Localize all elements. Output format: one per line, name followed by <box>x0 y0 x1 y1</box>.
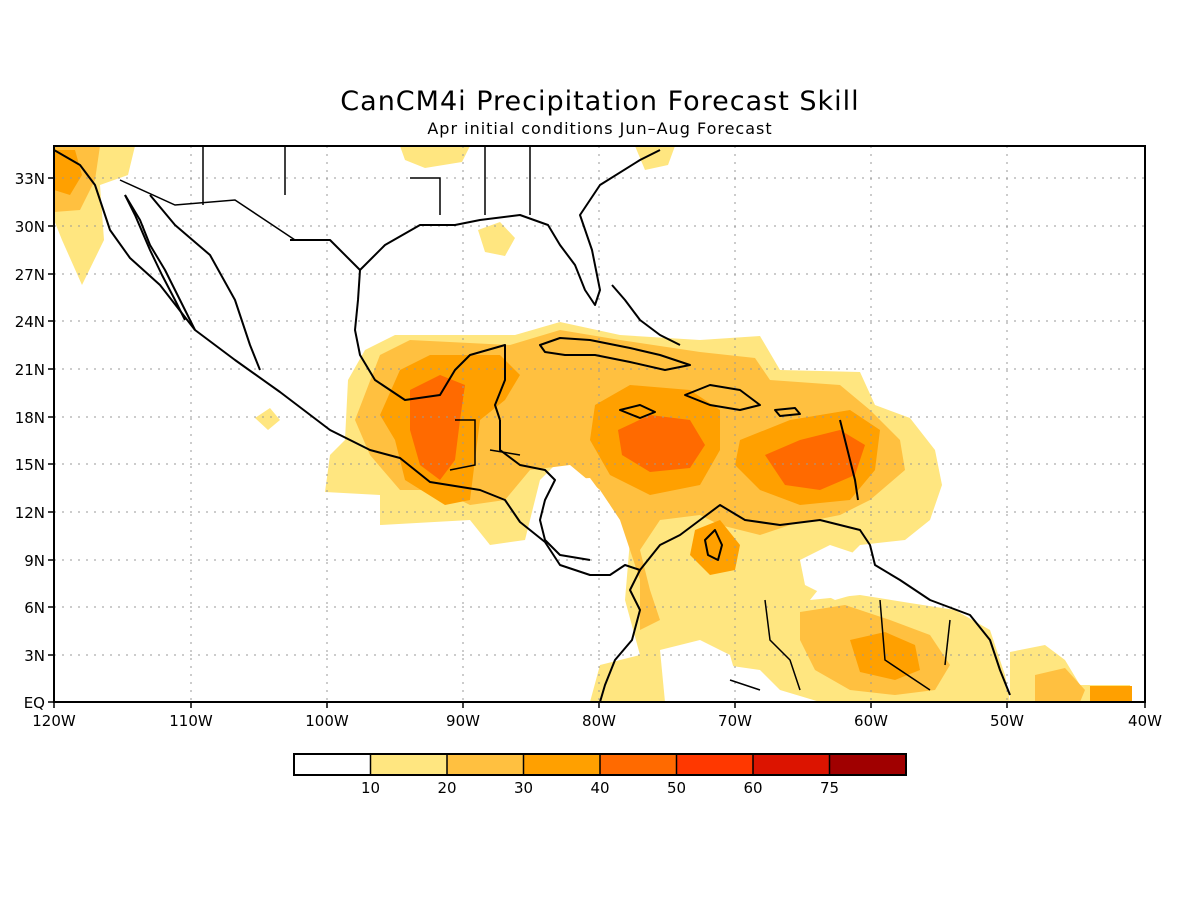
skill-shading <box>54 146 1132 702</box>
colorbar-segment-2 <box>447 754 524 775</box>
colorbar-segment-0 <box>294 754 371 775</box>
colorbar-segment-6 <box>753 754 830 775</box>
skill-region-east-40 <box>765 430 865 490</box>
country-borders <box>119 146 951 691</box>
lon-label-50w: 50W <box>990 712 1024 730</box>
tick-marks <box>48 177 1146 708</box>
lon-label-60w: 60W <box>854 712 888 730</box>
colorbar-segment-4 <box>600 754 677 775</box>
lon-label-80w: 80W <box>582 712 616 730</box>
skill-region-venez-30 <box>690 520 740 575</box>
lon-label-40w: 40W <box>1128 712 1162 730</box>
lon-label-70w: 70W <box>718 712 752 730</box>
skill-region-carib-40 <box>618 415 705 472</box>
lat-label-12n: 12N <box>15 504 45 522</box>
lat-label-3n: 3N <box>24 647 45 665</box>
skill-region-top1 <box>400 146 470 168</box>
lon-label-120w: 120W <box>32 712 76 730</box>
lat-label-21n: 21N <box>15 361 45 379</box>
skill-region-se-20 <box>1035 668 1085 702</box>
lon-label-100w: 100W <box>305 712 349 730</box>
lat-label-24n: 24N <box>15 313 45 331</box>
lon-label-90w: 90W <box>446 712 480 730</box>
skill-region-pac-small <box>255 408 280 430</box>
graticule <box>54 146 1145 702</box>
colorbar-labels: 10 20 30 40 50 60 75 <box>361 779 839 797</box>
lon-tick-labels: 120W 110W 100W 90W 80W 70W 60W 50W 40W <box>32 712 1162 730</box>
colorbar-segment-1 <box>370 754 447 775</box>
colorbar: 10 20 30 40 50 60 75 <box>293 753 907 797</box>
colorbar-label-20: 20 <box>437 779 456 797</box>
lat-label-33n: 33N <box>15 170 45 188</box>
skill-hole-sa2 <box>800 545 870 600</box>
colorbar-label-10: 10 <box>361 779 380 797</box>
lat-label-15n: 15N <box>15 456 45 474</box>
lat-label-6n: 6N <box>24 599 45 617</box>
coastlines <box>54 149 1011 702</box>
colorbar-label-75: 75 <box>820 779 839 797</box>
colorbar-label-40: 40 <box>590 779 609 797</box>
colorbar-segment-5 <box>676 754 753 775</box>
skill-region-yucatan-40 <box>410 375 465 480</box>
skill-region-gulf <box>478 222 515 256</box>
colorbar-label-30: 30 <box>514 779 533 797</box>
lat-label-27n: 27N <box>15 266 45 284</box>
colorbar-segment-7 <box>829 754 906 775</box>
colorbar-segment-3 <box>523 754 600 775</box>
colorbar-label-60: 60 <box>743 779 762 797</box>
lat-label-9n: 9N <box>24 552 45 570</box>
lat-label-eq: EQ <box>24 694 45 712</box>
colorbar-dividers <box>369 754 831 775</box>
lat-tick-labels: EQ 3N 6N 9N 12N 15N 18N 21N 24N 27N 30N … <box>15 170 45 712</box>
lon-label-110w: 110W <box>169 712 213 730</box>
skill-region-top2 <box>635 146 675 170</box>
colorbar-label-50: 50 <box>667 779 686 797</box>
map-subtitle: Apr initial conditions Jun–Aug Forecast <box>427 119 773 138</box>
map-title: CanCM4i Precipitation Forecast Skill <box>340 86 860 117</box>
lat-label-30n: 30N <box>15 218 45 236</box>
skill-region-se-30 <box>1090 686 1132 702</box>
lat-label-18n: 18N <box>15 409 45 427</box>
